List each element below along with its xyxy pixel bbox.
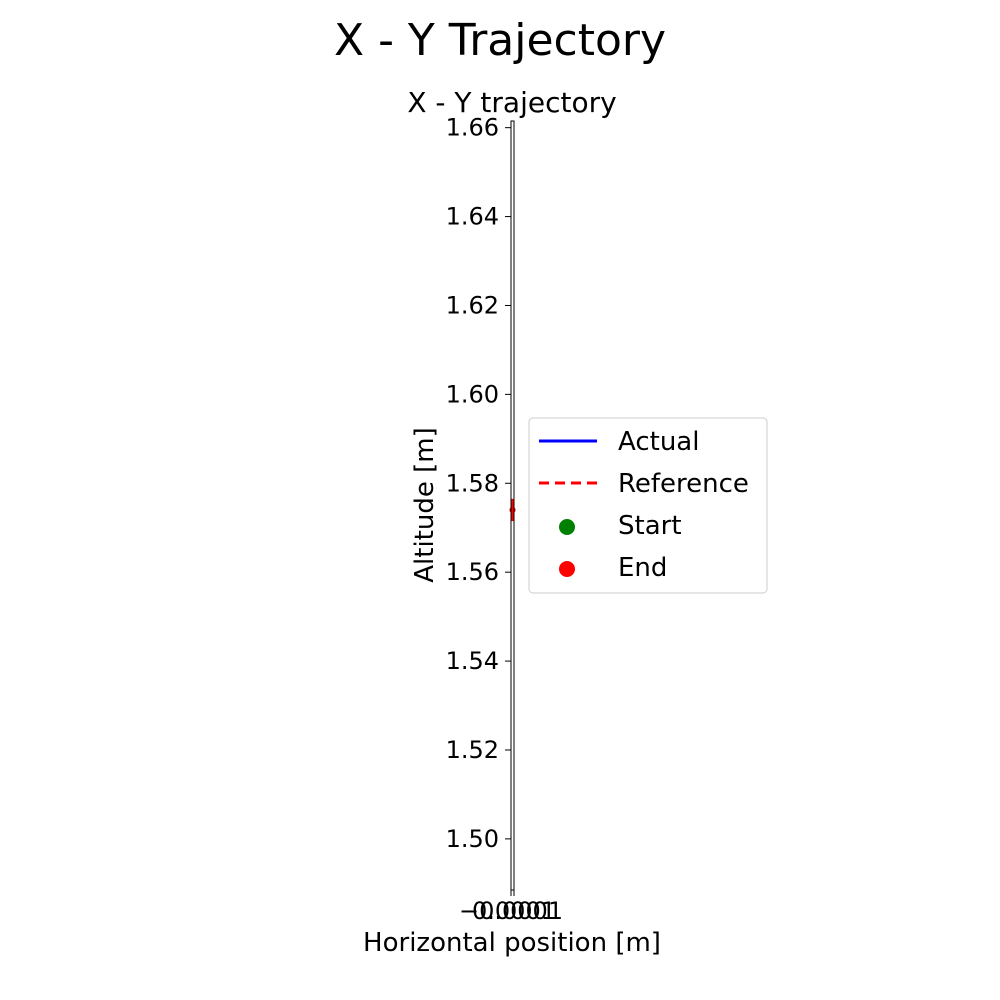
legend-frame (528, 417, 768, 594)
legend-reference-label: Reference (618, 469, 749, 499)
legend-end-label: End (618, 553, 667, 583)
legend-start-swatch (559, 519, 575, 535)
y-tick-label: 1.64 (446, 203, 499, 231)
legend: Actual Reference Start End (528, 417, 768, 594)
y-axis-ticks: 1.50 1.52 1.54 1.56 1.58 1.60 1.62 1.64 1.66 (446, 114, 511, 853)
legend-actual-label: Actual (618, 427, 699, 457)
y-tick-label: 1.58 (446, 469, 499, 497)
y-tick-label: 1.50 (446, 825, 499, 853)
figure-title: X - Y Trajectory (334, 15, 666, 66)
plot-area-frame (510, 120, 515, 891)
y-tick-label: 1.60 (446, 380, 499, 408)
y-tick-label: 1.56 (446, 558, 499, 586)
trajectory-end-region (511, 501, 514, 522)
y-tick-label: 1.66 (446, 114, 499, 142)
legend-end-swatch (559, 561, 575, 577)
y-axis-label: Altitude [m] (410, 427, 440, 582)
x-axis-label: Horizontal position [m] (363, 928, 661, 958)
x-tick-label: −0.0001 (459, 897, 563, 925)
y-tick-label: 1.62 (446, 291, 499, 319)
x-tick-label: 0.0001 (472, 897, 556, 925)
legend-start-label: Start (618, 511, 682, 541)
y-tick-label: 1.54 (446, 647, 499, 675)
plot-series (509, 498, 516, 522)
chart-title: X - Y trajectory (407, 86, 616, 119)
y-tick-label: 1.52 (446, 736, 499, 764)
